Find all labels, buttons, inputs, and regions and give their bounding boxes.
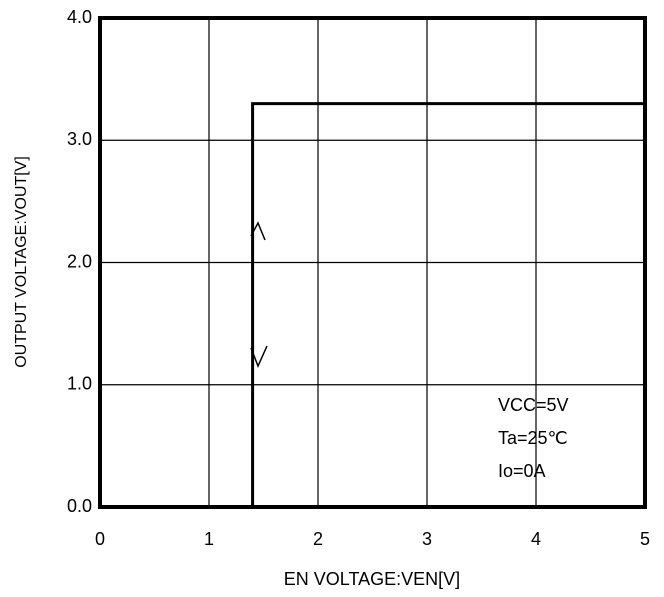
data-line [251, 102, 645, 507]
plot-frame [98, 16, 647, 509]
y-tick-label: 3.0 [67, 129, 92, 149]
x-tick-label: 5 [640, 529, 650, 549]
y-tick-label: 2.0 [67, 251, 92, 271]
x-tick-label: 2 [313, 529, 323, 549]
y-tick-label: 1.0 [67, 374, 92, 394]
x-tick-label: 1 [204, 529, 214, 549]
x-tick-label: 0 [95, 529, 105, 549]
annotation: Io=0A [498, 461, 546, 481]
x-tick-label: 3 [422, 529, 432, 549]
x-axis-label: EN VOLTAGE:VEN[V] [284, 569, 460, 589]
y-tick-label: 0.0 [67, 496, 92, 516]
annotation: Ta=25℃ [498, 428, 568, 448]
y-tick-label: 4.0 [67, 7, 92, 27]
x-tick-label: 4 [531, 529, 541, 549]
annotation: VCC=5V [498, 395, 569, 415]
y-axis-label: OUTPUT VOLTAGE:VOUT[V] [13, 156, 30, 368]
